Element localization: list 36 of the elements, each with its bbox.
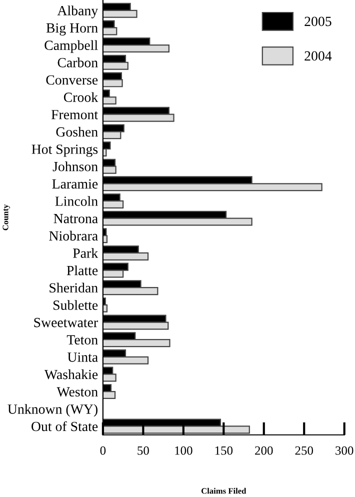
y-tick-label: Big Horn xyxy=(46,23,98,36)
y-tick-label: Teton xyxy=(66,335,98,345)
y-tick-label: Unknown (WY) xyxy=(8,404,98,417)
x-tick-label: 50 xyxy=(138,446,149,455)
y-tick-label: Laramie xyxy=(52,179,98,189)
y-tick-label: Natrona xyxy=(54,214,98,224)
x-tick-label: 100 xyxy=(175,446,192,455)
y-axis-title: County xyxy=(2,204,10,230)
legend-label: 2004 xyxy=(304,51,332,61)
y-tick-label: Weston xyxy=(56,387,98,397)
y-tick-label: Park xyxy=(73,248,98,258)
y-tick-label: Niobrara xyxy=(49,230,98,241)
y-tick-label: Fremont xyxy=(51,110,98,120)
legend-label: 2005 xyxy=(304,16,332,26)
x-tick-label: 150 xyxy=(215,446,233,455)
y-tick-label: Albany xyxy=(57,6,98,18)
x-tick-label: 0 xyxy=(100,446,106,455)
y-tick-label: Carbon xyxy=(58,58,98,68)
y-tick-label: Out of State xyxy=(32,421,98,432)
y-tick-label: Goshen xyxy=(56,126,98,137)
y-tick-label: Lincoln xyxy=(55,196,98,206)
y-tick-label: Sweetwater xyxy=(34,318,98,328)
y-tick-label: Uinta xyxy=(68,352,98,362)
y-tick-label: Campbell xyxy=(44,40,98,53)
y-tick-label: Hot Springs xyxy=(32,144,98,157)
x-tick-label: 250 xyxy=(295,446,314,455)
y-tick-label: Sheridan xyxy=(50,282,98,293)
y-tick-label: Platte xyxy=(66,265,98,276)
y-tick-label: Washakie xyxy=(44,369,98,380)
y-tick-label: Sublette xyxy=(54,300,98,310)
y-tick-label: Johnson xyxy=(52,162,98,172)
y-tick-label: Converse xyxy=(46,75,98,85)
y-tick-label: Crook xyxy=(64,92,98,102)
x-axis-title: Claims Filed xyxy=(201,488,246,494)
x-tick-label: 300 xyxy=(336,446,354,455)
x-tick-label: 200 xyxy=(255,446,273,455)
